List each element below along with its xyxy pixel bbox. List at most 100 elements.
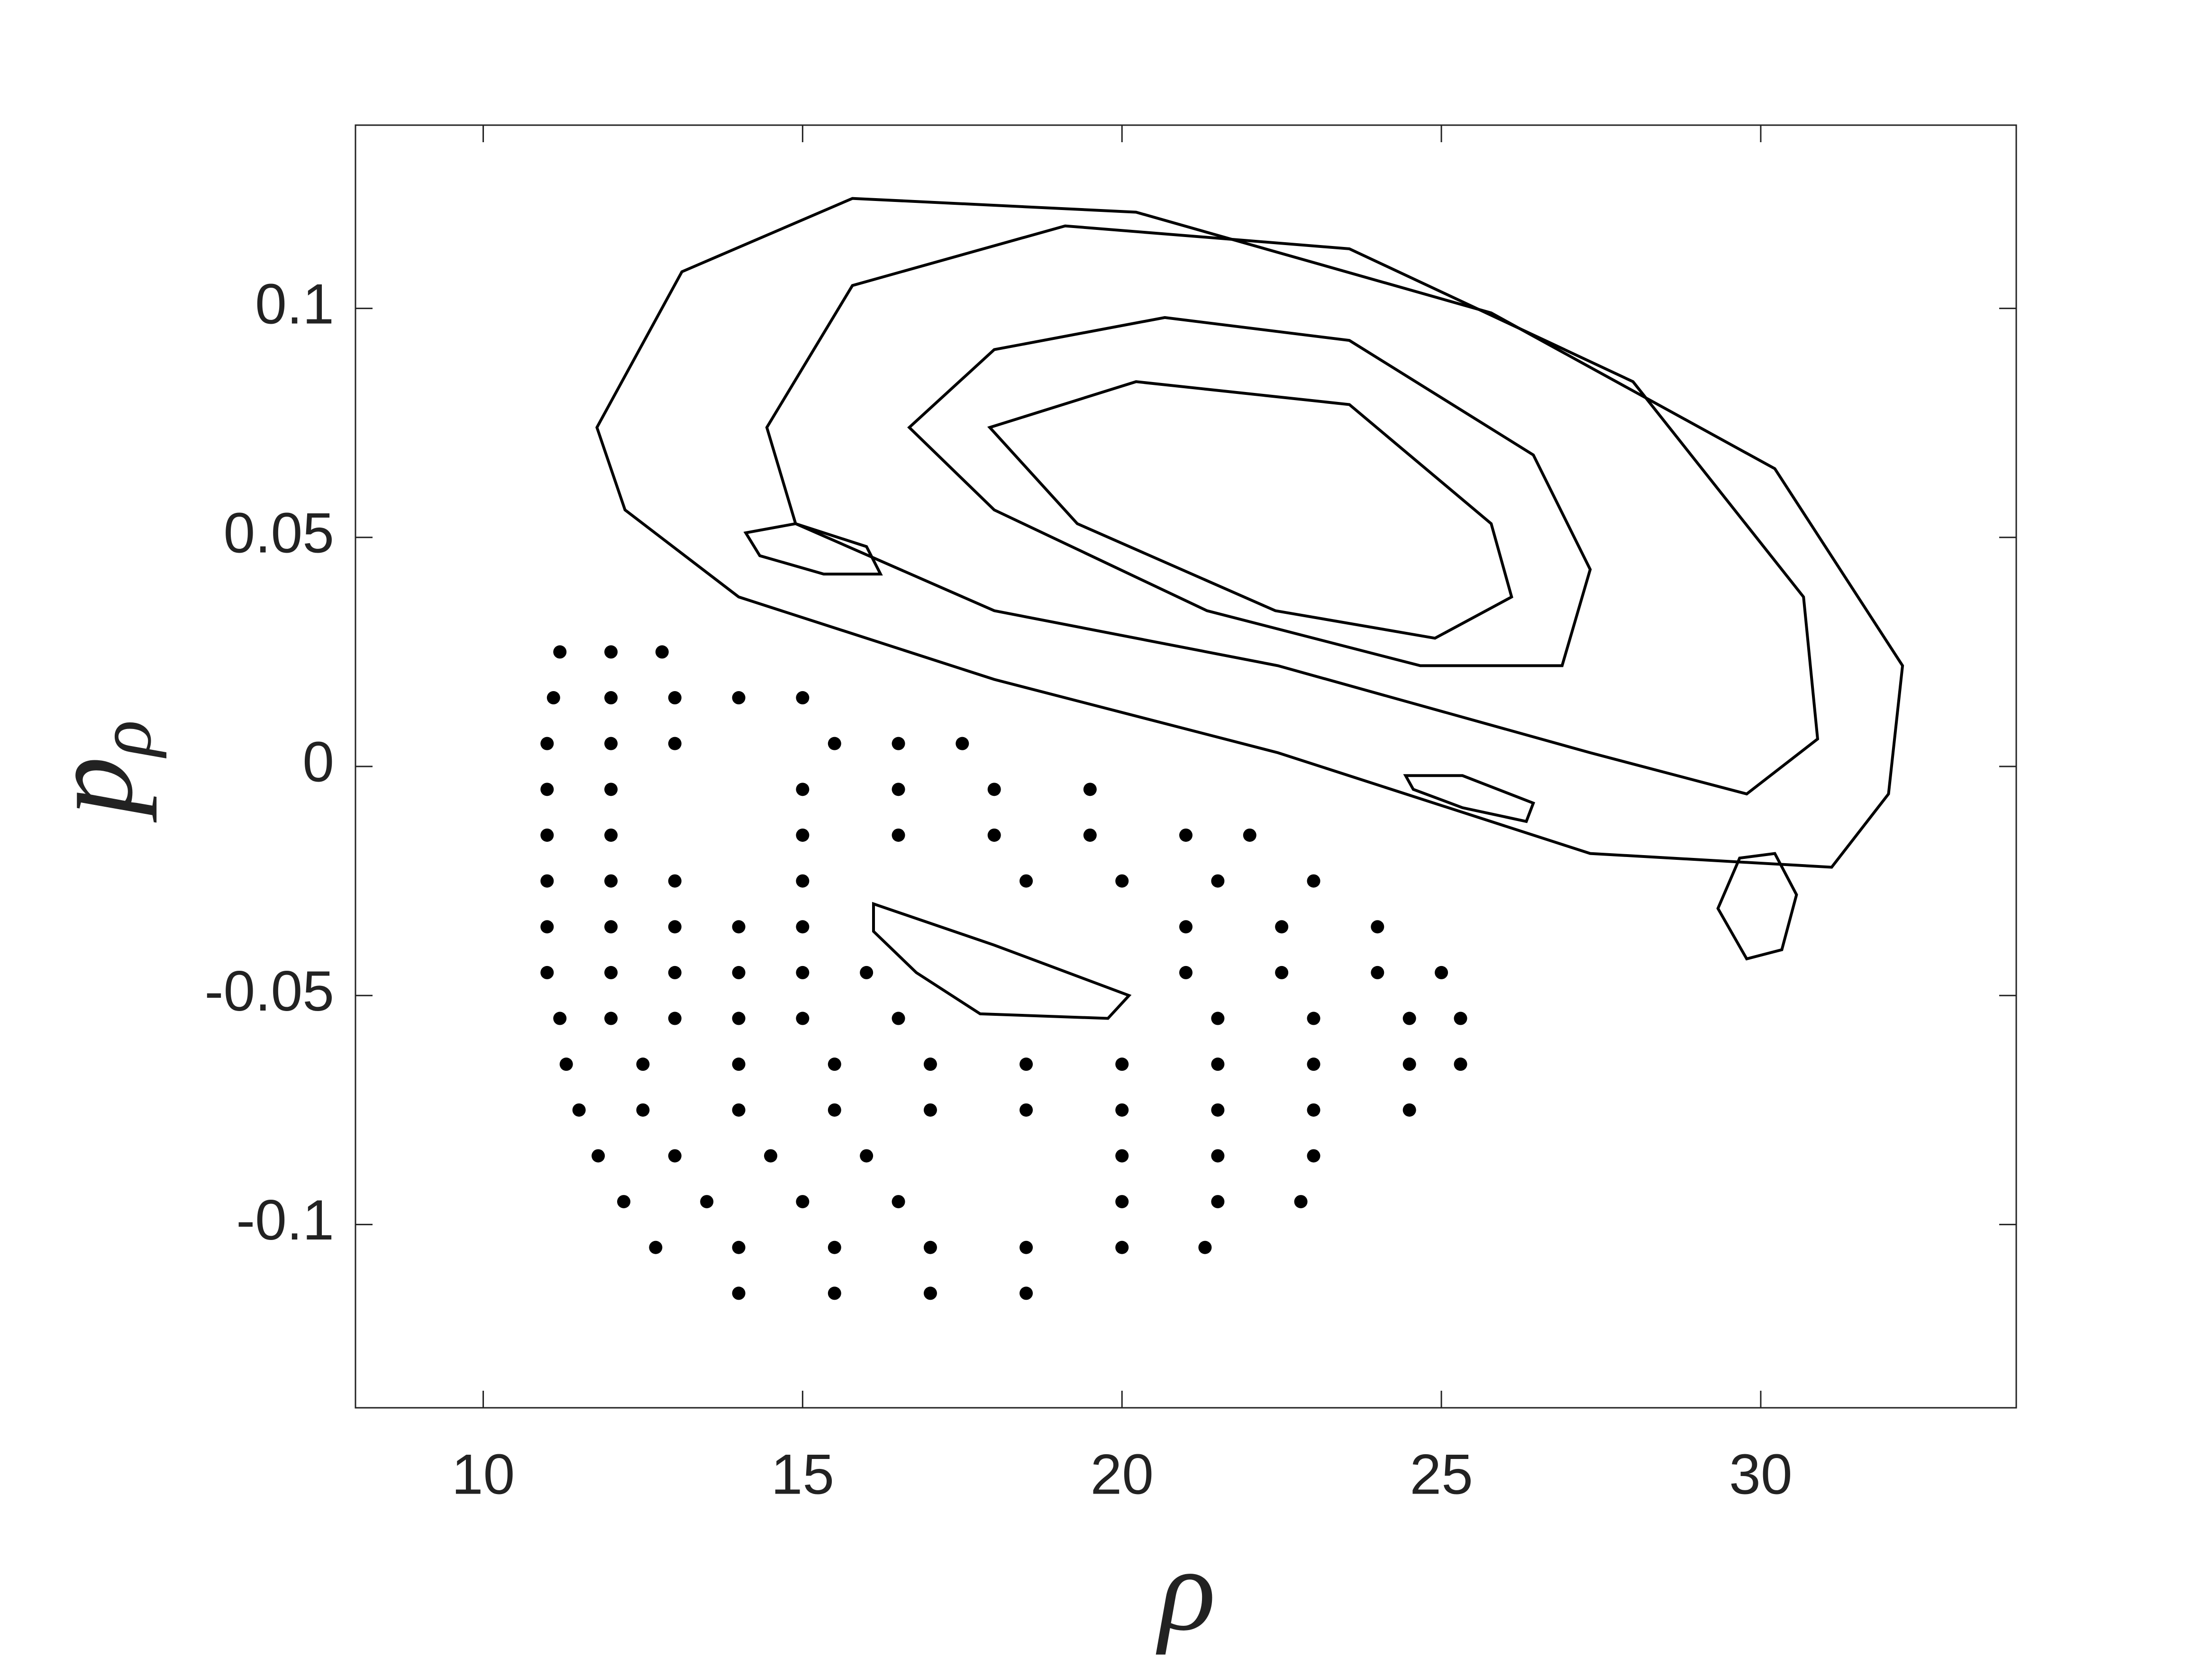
orbit-curve xyxy=(765,224,1820,796)
orbit-point xyxy=(668,874,682,888)
orbit-point xyxy=(732,691,746,705)
orbit-point xyxy=(655,645,669,659)
orbit-point xyxy=(892,1195,905,1209)
orbit-point xyxy=(1115,1195,1129,1209)
y-tick-label: -0.1 xyxy=(236,1188,334,1252)
orbit-point xyxy=(604,920,618,934)
orbit-point xyxy=(1307,1103,1320,1117)
orbit-point xyxy=(956,737,969,750)
orbit-point xyxy=(1020,1103,1033,1117)
orbit-point xyxy=(1435,966,1448,979)
orbit-point xyxy=(1402,1057,1416,1071)
y-tick-label: 0.1 xyxy=(255,272,334,336)
orbit-curve xyxy=(1403,774,1535,823)
orbit-point xyxy=(1211,1057,1225,1071)
orbit-point xyxy=(1275,920,1289,934)
orbit-point xyxy=(1307,874,1320,888)
orbit-point xyxy=(1211,1195,1225,1209)
orbit-point xyxy=(668,966,682,979)
orbit-point xyxy=(668,691,682,705)
orbit-point xyxy=(636,1057,650,1071)
orbit-point xyxy=(732,1240,746,1254)
orbit-point xyxy=(1211,1149,1225,1163)
orbit-point xyxy=(1402,1012,1416,1025)
orbit-point xyxy=(604,1012,618,1025)
orbit-point xyxy=(828,1240,841,1254)
orbit-point xyxy=(649,1240,663,1254)
orbit-point xyxy=(828,1057,841,1071)
orbit-point xyxy=(604,783,618,796)
orbit-curve xyxy=(595,197,1904,869)
orbit-point xyxy=(796,828,810,842)
orbit-point xyxy=(1115,1240,1129,1254)
x-axis-label: ρ xyxy=(1156,1524,1216,1655)
orbit-point xyxy=(1083,783,1097,796)
orbit-point xyxy=(796,874,810,888)
orbit-point xyxy=(1115,1057,1129,1071)
orbit-point xyxy=(892,1012,905,1025)
orbit-point xyxy=(540,920,554,934)
orbit-point xyxy=(1454,1057,1467,1071)
orbit-point xyxy=(892,737,905,750)
orbit-point xyxy=(1275,966,1289,979)
orbit-point xyxy=(572,1103,586,1117)
orbit-curve xyxy=(743,522,883,576)
orbit-point xyxy=(923,1240,937,1254)
orbit-point xyxy=(1243,828,1256,842)
orbit-point xyxy=(796,1195,810,1209)
plot-area xyxy=(355,124,2017,1409)
orbit-point xyxy=(700,1195,714,1209)
orbit-curve xyxy=(907,316,1592,667)
orbit-curve xyxy=(1716,852,1798,961)
orbit-point xyxy=(1307,1057,1320,1071)
orbit-point xyxy=(796,691,810,705)
orbit-point xyxy=(604,645,618,659)
orbit-point xyxy=(1371,966,1384,979)
orbit-point xyxy=(987,783,1001,796)
orbit-point xyxy=(668,1012,682,1025)
orbit-point xyxy=(1198,1240,1212,1254)
orbit-point xyxy=(923,1057,937,1071)
orbit-point xyxy=(1020,874,1033,888)
orbit-point xyxy=(796,1012,810,1025)
orbit-point xyxy=(604,828,618,842)
orbit-point xyxy=(764,1149,777,1163)
orbit-point xyxy=(540,828,554,842)
orbit-point xyxy=(860,966,874,979)
orbit-point xyxy=(540,874,554,888)
orbit-point xyxy=(892,783,905,796)
orbit-point xyxy=(1115,874,1129,888)
orbit-point xyxy=(828,1103,841,1117)
orbit-point xyxy=(987,828,1001,842)
orbit-point xyxy=(732,1057,746,1071)
orbit-curve xyxy=(872,902,1132,1020)
x-tick-label: 15 xyxy=(771,1443,834,1506)
orbit-point xyxy=(923,1286,937,1300)
orbit-point xyxy=(1083,828,1097,842)
orbit-point xyxy=(540,966,554,979)
orbit-point xyxy=(892,828,905,842)
orbit-point xyxy=(1402,1103,1416,1117)
orbit-point xyxy=(553,645,567,659)
y-tick-label: 0.05 xyxy=(223,501,334,565)
y-axis-label-subscript: ρ xyxy=(82,720,167,759)
orbit-point xyxy=(828,1286,841,1300)
orbit-point xyxy=(540,783,554,796)
y-tick-label: -0.05 xyxy=(204,959,334,1023)
orbit-point xyxy=(796,966,810,979)
y-axis-label: pρ xyxy=(26,720,166,823)
orbit-point xyxy=(668,737,682,750)
orbit-point xyxy=(1020,1057,1033,1071)
orbit-point xyxy=(1211,1103,1225,1117)
x-tick-label: 20 xyxy=(1090,1443,1153,1506)
orbit-point xyxy=(1179,920,1192,934)
orbit-point xyxy=(828,737,841,750)
orbit-point xyxy=(732,1286,746,1300)
orbit-point xyxy=(1371,920,1384,934)
orbit-point xyxy=(668,920,682,934)
orbit-point xyxy=(732,1012,746,1025)
orbit-point xyxy=(559,1057,573,1071)
orbit-point xyxy=(604,874,618,888)
orbit-point xyxy=(732,966,746,979)
